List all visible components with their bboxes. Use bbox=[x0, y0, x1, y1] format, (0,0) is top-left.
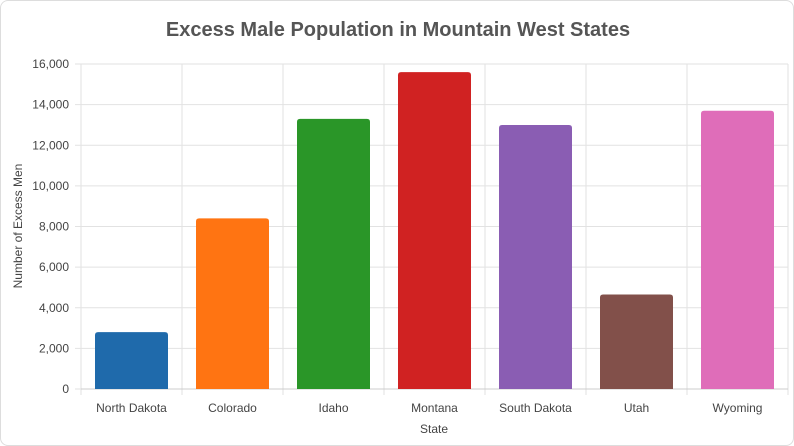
bar-colorado bbox=[196, 218, 269, 389]
y-tick-label: 4,000 bbox=[39, 301, 69, 315]
x-axis-label: State bbox=[420, 422, 448, 436]
ticks: 0 2,000 4,000 6,000 8,000 10,000 12,000 14,000 1… bbox=[32, 57, 762, 415]
x-tick-label: Utah bbox=[624, 401, 649, 415]
bar-wyoming bbox=[701, 110, 774, 389]
bar-idaho bbox=[297, 118, 370, 389]
y-tick-label: 14,000 bbox=[32, 98, 69, 112]
x-tick-label: Idaho bbox=[318, 401, 348, 415]
bar-north-dakota bbox=[95, 332, 168, 389]
x-tick-label: South Dakota bbox=[499, 401, 572, 415]
bar-montana bbox=[398, 72, 471, 389]
x-tick-label: Montana bbox=[411, 401, 458, 415]
bar-utah bbox=[600, 294, 673, 389]
x-tick-label: Colorado bbox=[208, 401, 257, 415]
bar-south-dakota bbox=[499, 124, 572, 389]
x-tick-label: Wyoming bbox=[713, 401, 763, 415]
bars bbox=[95, 72, 774, 389]
y-tick-label: 0 bbox=[62, 382, 69, 396]
y-tick-label: 6,000 bbox=[39, 260, 69, 274]
y-axis-label: Number of Excess Men bbox=[11, 164, 25, 289]
x-tick-label: North Dakota bbox=[96, 401, 167, 415]
y-tick-label: 16,000 bbox=[32, 57, 69, 71]
y-tick-label: 8,000 bbox=[39, 220, 69, 234]
y-tick-label: 10,000 bbox=[32, 179, 69, 193]
y-tick-label: 12,000 bbox=[32, 138, 69, 152]
chart-title: Excess Male Population in Mountain West … bbox=[165, 19, 631, 41]
y-tick-label: 2,000 bbox=[39, 341, 69, 355]
